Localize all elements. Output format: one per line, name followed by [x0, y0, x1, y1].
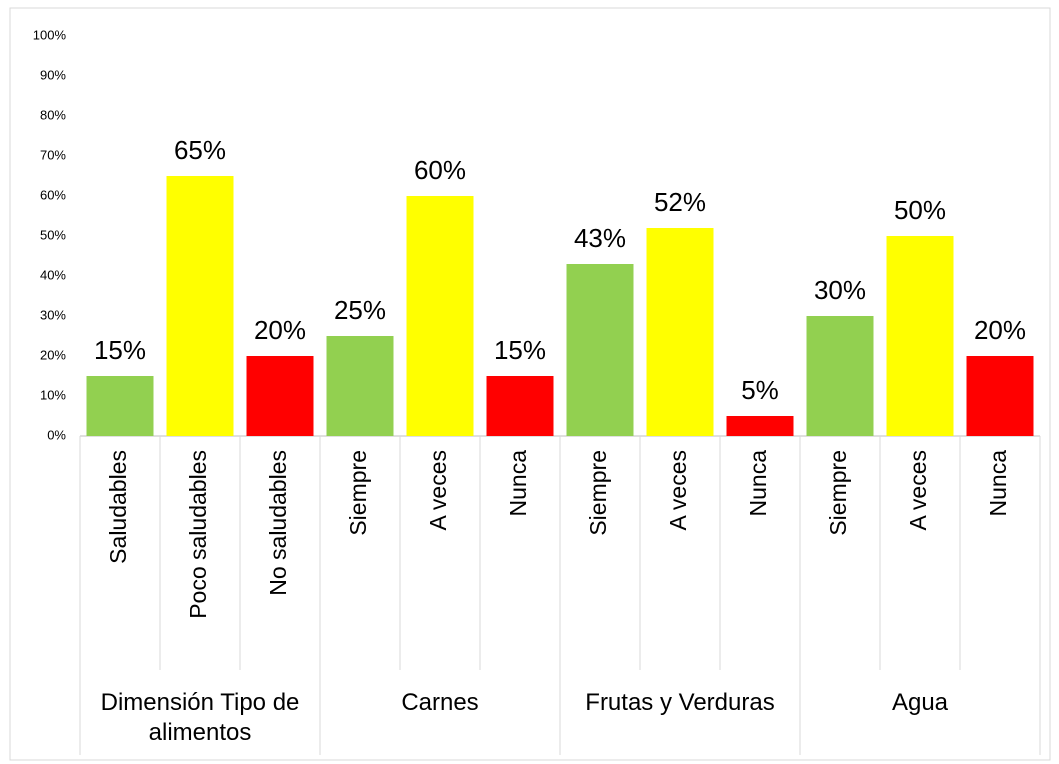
value-label: 5%	[741, 375, 779, 405]
bar	[566, 264, 634, 436]
group-label: Carnes	[401, 689, 479, 716]
chart-border	[9, 7, 1051, 761]
x-tick-label: A veces	[665, 450, 691, 531]
x-tick-label: A veces	[425, 450, 451, 531]
x-tick-label: Siempre	[585, 450, 611, 536]
x-tick-label: Poco saludables	[185, 450, 211, 619]
bar	[646, 228, 714, 436]
x-tick-label: No saludables	[265, 450, 291, 596]
bar	[246, 356, 314, 436]
y-tick-label: 50%	[40, 227, 66, 242]
value-label: 50%	[894, 195, 946, 225]
x-tick-label: Siempre	[345, 450, 371, 536]
bar	[326, 336, 394, 436]
y-tick-label: 80%	[40, 107, 66, 122]
x-tick-label: Nunca	[985, 450, 1011, 517]
y-tick-label: 60%	[40, 187, 66, 202]
group-label: Dimensión Tipo de alimentos	[100, 689, 300, 746]
y-tick-label: 40%	[40, 267, 66, 282]
y-tick-label: 20%	[40, 347, 66, 362]
group-label: Frutas y Verduras	[585, 689, 775, 716]
bar	[966, 356, 1034, 436]
bar	[406, 196, 474, 436]
value-label: 52%	[654, 187, 706, 217]
bar	[726, 416, 794, 436]
y-tick-label: 100%	[33, 27, 67, 42]
y-tick-label: 90%	[40, 67, 66, 82]
value-label: 20%	[254, 315, 306, 345]
bar	[86, 376, 154, 436]
x-tick-label: Siempre	[825, 450, 851, 536]
value-label: 25%	[334, 295, 386, 325]
x-tick-label: Nunca	[505, 450, 531, 517]
bar	[166, 176, 234, 436]
value-label: 15%	[494, 335, 546, 365]
y-tick-label: 30%	[40, 307, 66, 322]
bar	[886, 236, 954, 436]
x-tick-label: Saludables	[105, 450, 131, 564]
value-label: 43%	[574, 223, 626, 253]
group-label: Agua	[891, 689, 949, 716]
value-label: 30%	[814, 275, 866, 305]
x-tick-label: Nunca	[745, 450, 771, 517]
x-tick-label: A veces	[905, 450, 931, 531]
value-label: 60%	[414, 155, 466, 185]
value-label: 15%	[94, 335, 146, 365]
bar	[486, 376, 554, 436]
y-tick-label: 70%	[40, 147, 66, 162]
bar	[806, 316, 874, 436]
y-tick-label: 10%	[40, 387, 66, 402]
y-tick-label: 0%	[47, 427, 66, 442]
value-label: 20%	[974, 315, 1026, 345]
value-label: 65%	[174, 135, 226, 165]
